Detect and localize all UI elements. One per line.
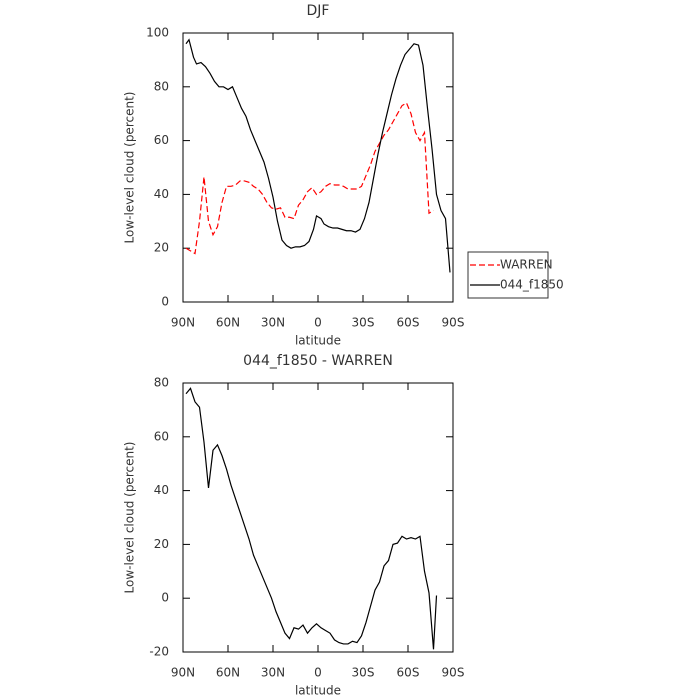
x-tick-label: 90N (171, 666, 195, 680)
data-line (185, 387, 438, 650)
data-line (185, 38, 451, 273)
x-tick-label: 60N (216, 316, 240, 330)
legend-box (467, 251, 549, 299)
y-tick-label: 100 (146, 26, 169, 40)
y-tick-label: 40 (154, 187, 169, 201)
y-tick-label: -20 (149, 645, 169, 659)
x-tick-label: 0 (314, 666, 322, 680)
y-tick-label: 20 (154, 537, 169, 551)
x-tick-label: 30N (261, 316, 285, 330)
y-axis-label: Low-level cloud (percent) (123, 442, 137, 594)
y-tick-label: 0 (161, 295, 169, 309)
x-axis-label: latitude (295, 334, 341, 348)
x-tick-label: 90N (171, 316, 195, 330)
x-tick-label: 30S (352, 316, 375, 330)
x-tick-label: 60S (397, 316, 420, 330)
x-axis-label: latitude (295, 684, 341, 698)
y-tick-label: 80 (154, 79, 169, 93)
plot-frame (182, 32, 454, 303)
y-tick-label: 20 (154, 241, 169, 255)
x-tick-label: 30S (352, 666, 375, 680)
y-tick-label: 60 (154, 133, 169, 147)
y-tick-label: 60 (154, 429, 169, 443)
y-tick-label: 80 (154, 376, 169, 390)
plot-frame (182, 382, 454, 653)
x-tick-label: 90S (442, 666, 465, 680)
x-tick-label: 90S (442, 316, 465, 330)
x-tick-label: 0 (314, 316, 322, 330)
x-tick-label: 30N (261, 666, 285, 680)
legend-label: WARREN (500, 258, 553, 272)
data-line (185, 102, 434, 255)
chart-title: 044_f1850 - WARREN (243, 353, 393, 369)
chart-title: DJF (307, 3, 330, 19)
x-tick-label: 60N (216, 666, 240, 680)
legend-label: 044_f1850 (500, 278, 564, 292)
y-axis-label: Low-level cloud (percent) (123, 92, 137, 244)
y-tick-label: 0 (161, 591, 169, 605)
x-tick-label: 60S (397, 666, 420, 680)
y-tick-label: 40 (154, 483, 169, 497)
